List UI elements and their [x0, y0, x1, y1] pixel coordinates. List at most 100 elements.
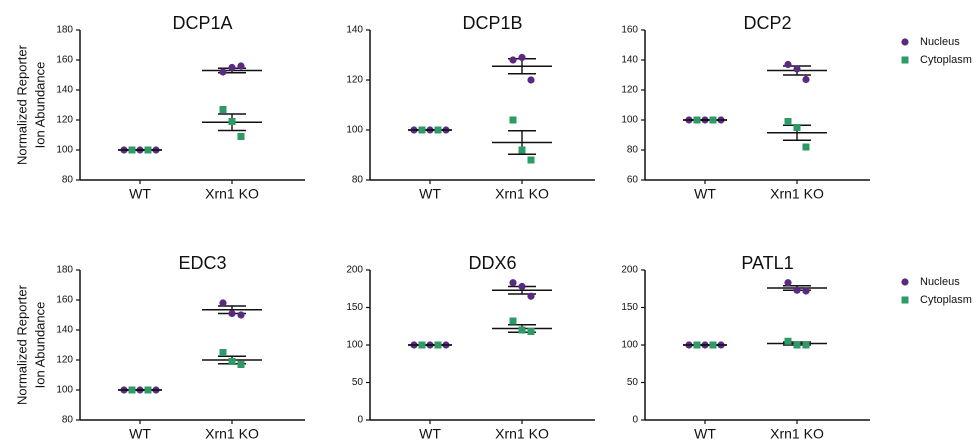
nucleus-point — [784, 279, 792, 287]
y-tick-label: 100 — [621, 340, 638, 351]
cytoplasm-point — [784, 118, 792, 125]
chart-title: DCP1A — [172, 13, 232, 33]
legend-label: Nucleus — [920, 36, 960, 48]
cytoplasm-point — [784, 337, 792, 345]
y-tick-label: 200 — [621, 265, 638, 276]
y-tick-label: 0 — [357, 415, 363, 426]
nucleus-point — [802, 75, 810, 84]
cytoplasm-point — [128, 146, 136, 154]
y-tick-label: 150 — [346, 302, 363, 313]
cytoplasm-point — [144, 146, 152, 154]
y-tick-label: 140 — [621, 55, 638, 66]
cytoplasm-point — [237, 133, 245, 140]
cytoplasm-point — [802, 143, 810, 151]
x-tick-label: WT — [129, 426, 151, 442]
cytoplasm-point — [793, 341, 801, 349]
y-tick-label: 120 — [56, 355, 73, 366]
cytoplasm-point — [237, 361, 245, 368]
cytoplasm-point — [693, 116, 701, 124]
legend-label: Nucleus — [920, 276, 960, 288]
y-tick-label: 150 — [621, 302, 638, 313]
nucleus-point — [527, 292, 535, 300]
x-tick-label: WT — [694, 426, 716, 442]
y-tick-label: 140 — [56, 325, 73, 336]
y-tick-label: 100 — [621, 115, 638, 126]
y-tick-label: 50 — [352, 377, 364, 388]
cytoplasm-point — [219, 106, 227, 113]
y-tick-label: 160 — [621, 25, 638, 36]
y-tick-label: 100 — [56, 145, 73, 156]
cytoplasm-point — [709, 341, 717, 349]
nucleus-point — [802, 287, 810, 295]
y-tick-label: 80 — [627, 145, 639, 156]
y-tick-label: 50 — [627, 377, 639, 388]
legend-marker — [901, 38, 909, 46]
legend-marker — [901, 278, 909, 286]
x-tick-label: Xrn1 KO — [205, 426, 259, 442]
y-axis-label: Normalized Reporter — [14, 44, 29, 165]
y-tick-label: 100 — [346, 340, 363, 351]
x-tick-label: WT — [419, 426, 441, 442]
x-tick-label: Xrn1 KO — [770, 186, 824, 202]
x-tick-label: Xrn1 KO — [770, 426, 824, 442]
y-axis-label: Ion Abundance — [32, 302, 47, 389]
cytoplasm-point — [144, 386, 152, 394]
y-tick-label: 80 — [62, 175, 74, 186]
cytoplasm-point — [228, 118, 236, 125]
nucleus-point — [219, 68, 227, 76]
cytoplasm-point — [693, 341, 701, 349]
nucleus-point — [237, 311, 245, 319]
chart-title: DCP2 — [743, 13, 791, 33]
cytoplasm-point — [509, 317, 517, 325]
nucleus-point — [518, 282, 526, 291]
x-tick-label: Xrn1 KO — [495, 426, 549, 442]
cytoplasm-point — [518, 326, 526, 334]
chart-title: PATL1 — [741, 253, 793, 273]
cytoplasm-point — [709, 116, 717, 124]
y-tick-label: 80 — [62, 415, 74, 426]
cytoplasm-point — [509, 116, 517, 124]
y-tick-label: 120 — [621, 85, 638, 96]
nucleus-point — [509, 56, 517, 64]
nucleus-point — [518, 53, 526, 62]
legend-label: Cytoplasm — [920, 54, 972, 66]
cytoplasm-point — [128, 386, 136, 394]
y-tick-label: 100 — [346, 125, 363, 136]
cytoplasm-point — [418, 126, 426, 134]
cytoplasm-point — [219, 349, 227, 356]
y-tick-label: 120 — [56, 115, 73, 126]
cytoplasm-point — [802, 341, 810, 349]
nucleus-point — [793, 65, 801, 73]
legend-marker — [901, 296, 909, 304]
cytoplasm-point — [527, 328, 535, 335]
nucleus-point — [784, 60, 792, 69]
y-tick-label: 100 — [56, 385, 73, 396]
cytoplasm-point — [434, 126, 442, 134]
cytoplasm-point — [434, 341, 442, 349]
x-tick-label: Xrn1 KO — [205, 186, 259, 202]
y-tick-label: 160 — [56, 55, 73, 66]
y-tick-label: 0 — [632, 415, 638, 426]
x-tick-label: Xrn1 KO — [495, 186, 549, 202]
legend-label: Cytoplasm — [920, 294, 972, 306]
x-tick-label: WT — [129, 186, 151, 202]
y-tick-label: 120 — [346, 75, 363, 86]
chart-title: EDC3 — [178, 253, 226, 273]
y-tick-label: 180 — [56, 25, 73, 36]
legend-marker — [901, 56, 909, 64]
y-tick-label: 160 — [56, 295, 73, 306]
nucleus-point — [237, 62, 245, 70]
cytoplasm-point — [527, 156, 535, 164]
y-tick-label: 80 — [352, 175, 364, 186]
cytoplasm-point — [418, 341, 426, 349]
y-axis-label: Normalized Reporter — [14, 284, 29, 405]
chart-title: DCP1B — [462, 13, 522, 33]
y-tick-label: 140 — [346, 25, 363, 36]
y-tick-label: 60 — [627, 175, 639, 186]
chart-title: DDX6 — [468, 253, 516, 273]
nucleus-point — [219, 299, 227, 307]
nucleus-point — [509, 279, 517, 287]
y-tick-label: 140 — [56, 85, 73, 96]
nucleus-point — [793, 286, 801, 294]
cytoplasm-point — [793, 124, 801, 131]
